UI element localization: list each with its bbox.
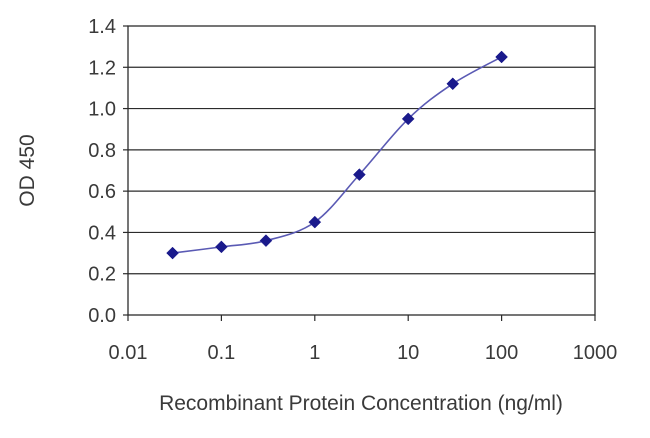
- x-tick-label: 1: [309, 342, 320, 364]
- x-tick-label: 10: [397, 342, 419, 364]
- data-point: [308, 215, 322, 229]
- x-tick-label: 0.01: [109, 342, 148, 364]
- data-point: [259, 234, 273, 248]
- x-tick-label: 0.1: [207, 342, 235, 364]
- y-tick-label: 0.0: [88, 305, 116, 327]
- y-axis-ticks: 0.0 0.2 0.4 0.6 0.8 1.0 1.2 1.4: [88, 16, 128, 327]
- y-tick-label: 1.4: [88, 16, 116, 38]
- x-tick-label: 100: [485, 342, 518, 364]
- y-tick-label: 1.2: [88, 57, 116, 79]
- series-line: [172, 56, 502, 254]
- grid-lines: [128, 66, 595, 275]
- data-point: [215, 240, 228, 254]
- y-axis-title: OD 450: [16, 134, 39, 206]
- y-tick-label: 0.8: [88, 140, 116, 162]
- series: [166, 50, 508, 260]
- y-tick-label: 0.6: [88, 181, 116, 203]
- plot-area: [127, 25, 596, 316]
- y-tick-label: 0.2: [88, 264, 116, 286]
- x-tick-label: 1000: [573, 342, 618, 364]
- data-point: [495, 50, 508, 64]
- data-point: [353, 168, 366, 181]
- data-point: [401, 112, 415, 126]
- data-point: [446, 77, 460, 91]
- y-tick-label: 0.4: [88, 222, 116, 244]
- data-point: [166, 246, 179, 260]
- y-tick-label: 1.0: [88, 99, 116, 121]
- x-axis-ticks: 0.01 0.1 1 10 100 1000: [109, 315, 618, 364]
- x-axis-title: Recombinant Protein Concentration (ng/ml…: [159, 392, 563, 415]
